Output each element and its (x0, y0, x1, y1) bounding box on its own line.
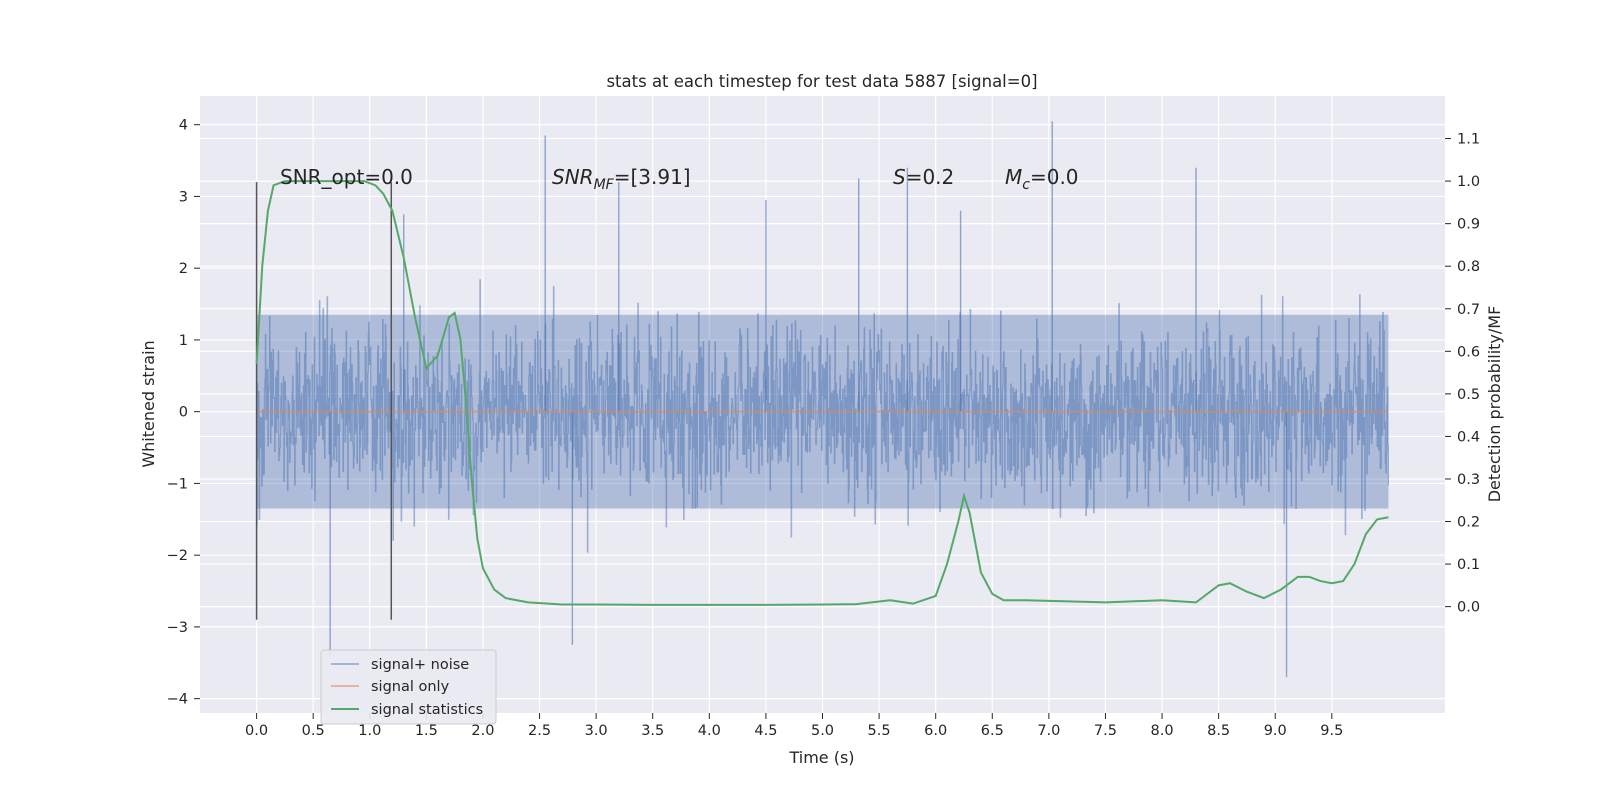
y-tick-label: −3 (167, 620, 188, 636)
annotation-snr-mf: SNRMF=[3.91] (552, 165, 691, 193)
series-signal-statistics (255, 180, 1389, 606)
x-tick-label: 3.0 (585, 723, 608, 739)
y-tick-label: −1 (167, 476, 188, 492)
x-tick-label: 2.5 (528, 723, 551, 739)
x-tick-label: 8.5 (1207, 723, 1230, 739)
y2-tick-label: 0.6 (1457, 344, 1480, 360)
y2-tick-label: 1.1 (1457, 132, 1480, 148)
y2-tick-label: 0.4 (1457, 429, 1480, 445)
x-tick-label: 1.5 (415, 723, 438, 739)
legend-box (320, 649, 497, 725)
x-tick-label: 3.5 (641, 723, 664, 739)
y2-tick-label: 0.5 (1457, 387, 1480, 403)
x-axis-ticks: 0.0 0.5 1.0 1.5 2.0 2.5 3.0 3.5 4.0 4.5 5.0 5.5 6.0 6… (245, 713, 1343, 739)
y2-tick-label: 0.8 (1457, 259, 1480, 275)
x-tick-label: 5.5 (868, 723, 891, 739)
y2-tick-label: 0.7 (1457, 302, 1480, 318)
x-axis-label: Time (s) (788, 748, 854, 767)
vertical-markers (255, 182, 393, 620)
y-tick-label: 0 (179, 405, 188, 421)
legend-label-signal-statistics: signal statistics (371, 702, 483, 718)
legend-label-signal-only: signal only (371, 679, 450, 695)
x-tick-label: 4.0 (698, 723, 721, 739)
x-tick-label: 7.0 (1037, 723, 1060, 739)
y-tick-label: 1 (179, 333, 188, 349)
y-tick-label: 2 (179, 261, 188, 277)
x-tick-label: 6.0 (924, 723, 947, 739)
y2-tick-label: 0.2 (1457, 515, 1480, 531)
x-tick-label: 6.5 (981, 723, 1004, 739)
annotation-s: S=0.2 (893, 165, 954, 189)
x-tick-label: 9.5 (1320, 723, 1343, 739)
x-tick-label: 0.5 (302, 723, 325, 739)
chart-title: stats at each timestep for test data 588… (606, 72, 1037, 91)
x-tick-label: 4.5 (754, 723, 777, 739)
y2-tick-label: 0.3 (1457, 472, 1480, 488)
y2-tick-label: 1.0 (1457, 174, 1480, 190)
y2-axis-ticks: 1.1 1.0 0.9 0.8 0.7 0.6 0.5 0.4 0.3 0.2 0.1 0.0 (1445, 132, 1480, 616)
x-tick-label: 9.0 (1264, 723, 1287, 739)
y-tick-label: −2 (167, 548, 188, 564)
y-axis-label: Whitened strain (139, 340, 158, 467)
signal-noise-trace (256, 279, 1389, 553)
annotation-mc: Mc=0.0 (1005, 165, 1079, 193)
y-tick-label: 4 (179, 118, 188, 134)
x-tick-label: 7.5 (1094, 723, 1117, 739)
y2-tick-label: 0.0 (1457, 600, 1480, 616)
x-tick-label: 0.0 (245, 723, 268, 739)
legend-label-signal-noise: signal+ noise (371, 657, 469, 673)
y2-axis-label: Detection probability/MF (1485, 306, 1504, 503)
y2-tick-label: 0.1 (1457, 557, 1480, 573)
y2-tick-label: 0.9 (1457, 217, 1480, 233)
y-tick-label: 3 (179, 189, 188, 205)
annotation-snr-opt: SNR_opt=0.0 (280, 165, 413, 189)
y-axis-ticks: 4 3 2 1 0 −1 −2 −3 −4 (167, 118, 200, 708)
legend: signal+ noise signal only signal statist… (320, 649, 497, 725)
x-tick-label: 2.0 (471, 723, 494, 739)
y-tick-label: −4 (167, 692, 188, 708)
x-tick-label: 5.0 (811, 723, 834, 739)
x-tick-label: 1.0 (358, 723, 381, 739)
x-tick-label: 8.0 (1151, 723, 1174, 739)
